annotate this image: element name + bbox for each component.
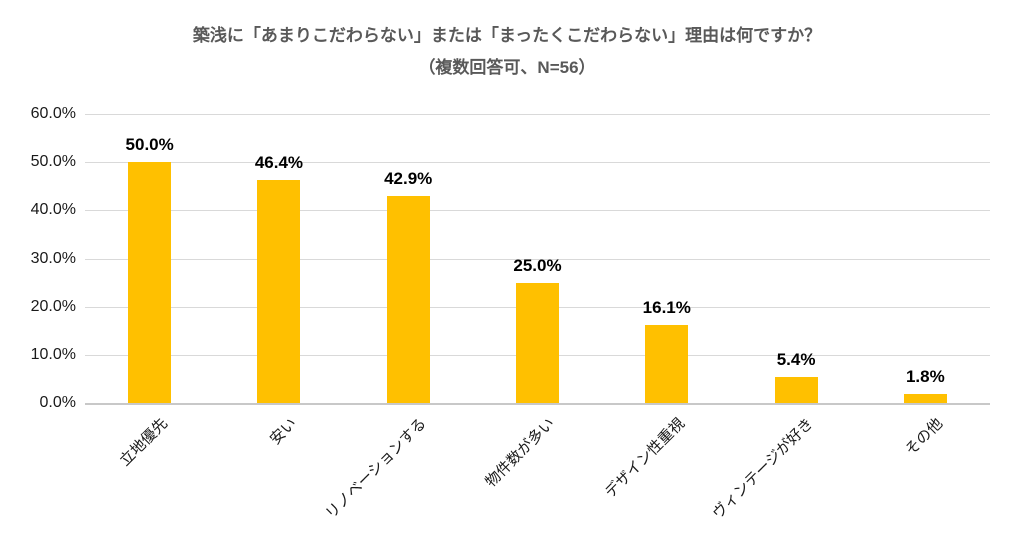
bar — [774, 376, 818, 403]
x-axis-tick-label: 物件数が多い — [482, 415, 559, 491]
chart-title: 築浅に「あまりこだわらない」または「まったくこだわらない」理由は何ですか？ （複… — [0, 20, 1014, 84]
gridline — [85, 162, 990, 164]
data-label: 1.8% — [905, 367, 945, 387]
x-axis-tick-label: デザイン性重視 — [601, 415, 688, 502]
bar — [257, 179, 301, 403]
chart-title-line1: 築浅に「あまりこだわらない」または「まったくこだわらない」理由は何ですか？ — [192, 26, 822, 45]
chart-title-line2: （複数回答可、N=56） — [418, 58, 596, 77]
y-axis-tick-label: 20.0% — [30, 297, 76, 315]
y-axis-tick-label: 40.0% — [30, 201, 76, 219]
x-axis-tick-label: 安い — [266, 415, 300, 449]
x-axis-line — [85, 403, 990, 405]
data-label: 46.4% — [254, 152, 304, 172]
x-axis-tick-label: 立地優先 — [116, 415, 171, 470]
y-axis-tick-label: 50.0% — [30, 153, 76, 171]
bar — [903, 394, 947, 403]
data-label: 25.0% — [513, 255, 562, 275]
y-axis-tick-label: 0.0% — [39, 394, 76, 411]
data-label: 5.4% — [776, 349, 816, 369]
bar — [645, 325, 689, 403]
gridline — [85, 210, 990, 212]
x-axis-tick-label: リノベーションする — [321, 415, 430, 523]
x-axis-tick-label: ヴィンテージが好き — [709, 415, 818, 523]
gridline — [85, 114, 990, 115]
data-label: 42.9% — [384, 169, 433, 189]
y-axis-tick-label: 60.0% — [30, 105, 76, 122]
gridline — [85, 258, 990, 260]
bar — [128, 162, 172, 403]
y-axis-tick-label: 30.0% — [30, 249, 76, 267]
y-axis-tick-label: 10.0% — [30, 345, 76, 363]
bar — [516, 282, 559, 403]
data-label: 16.1% — [642, 298, 691, 318]
x-axis-tick-label: その他 — [902, 415, 947, 459]
bar — [386, 196, 430, 403]
data-label: 50.0% — [125, 135, 174, 155]
